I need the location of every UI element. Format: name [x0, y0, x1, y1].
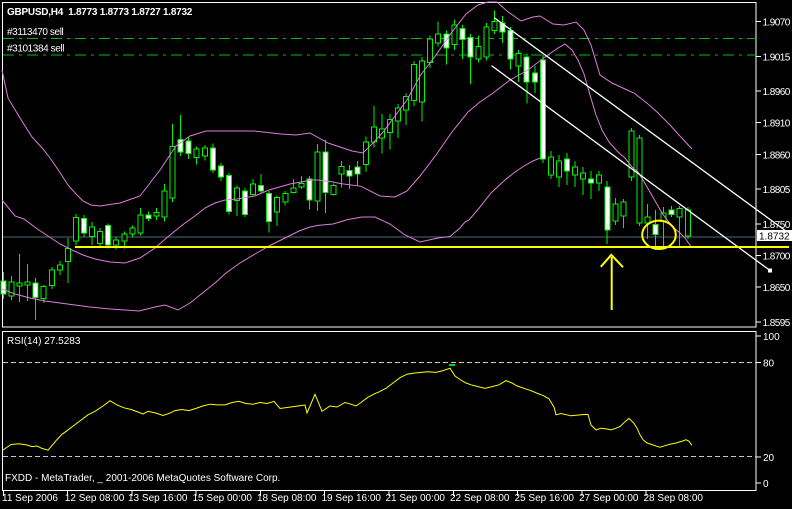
svg-text:18 Sep 08:00: 18 Sep 08:00: [257, 493, 317, 504]
svg-text:GBPUSD,H4 1.8773 1.8773 1.872: GBPUSD,H4 1.8773 1.8773 1.8727 1.8732: [7, 7, 193, 18]
svg-text:1.8860: 1.8860: [763, 150, 791, 161]
svg-text:#3113470 sell: #3113470 sell: [7, 27, 64, 38]
svg-text:1.8910: 1.8910: [763, 119, 791, 130]
svg-text:#3101384 sell: #3101384 sell: [7, 44, 64, 55]
svg-text:1.8732: 1.8732: [759, 232, 790, 243]
svg-text:12 Sep 08:00: 12 Sep 08:00: [65, 493, 125, 504]
svg-text:100: 100: [763, 332, 780, 343]
svg-text:25 Sep 16:00: 25 Sep 16:00: [515, 493, 575, 504]
svg-text:80: 80: [763, 358, 775, 369]
svg-text:22 Sep 08:00: 22 Sep 08:00: [450, 493, 510, 504]
svg-text:20: 20: [763, 453, 775, 464]
svg-text:0: 0: [763, 479, 769, 490]
svg-text:19 Sep 16:00: 19 Sep 16:00: [322, 493, 382, 504]
svg-text:1.8750: 1.8750: [763, 220, 791, 231]
svg-text:1.8805: 1.8805: [763, 185, 791, 196]
svg-text:1.9015: 1.9015: [763, 52, 791, 63]
svg-text:21 Sep 00:00: 21 Sep 00:00: [386, 493, 446, 504]
svg-text:1.8595: 1.8595: [763, 318, 791, 329]
svg-text:28 Sep 08:00: 28 Sep 08:00: [644, 493, 704, 504]
svg-text:1.9070: 1.9070: [763, 18, 791, 29]
svg-text:27 Sep 00:00: 27 Sep 00:00: [579, 493, 639, 504]
svg-text:1.8700: 1.8700: [763, 251, 791, 262]
svg-text:11 Sep 2006: 11 Sep 2006: [2, 493, 58, 504]
svg-text:1.8650: 1.8650: [763, 283, 791, 294]
svg-text:15 Sep 00:00: 15 Sep 00:00: [193, 493, 253, 504]
svg-text:13 Sep 16:00: 13 Sep 16:00: [128, 493, 188, 504]
svg-text:FXDD - MetaTrader, _ 2001-2006: FXDD - MetaTrader, _ 2001-2006 MetaQuote…: [5, 473, 280, 484]
svg-text:RSI(14) 27.5283: RSI(14) 27.5283: [7, 336, 81, 347]
svg-text:1.8960: 1.8960: [763, 87, 791, 98]
